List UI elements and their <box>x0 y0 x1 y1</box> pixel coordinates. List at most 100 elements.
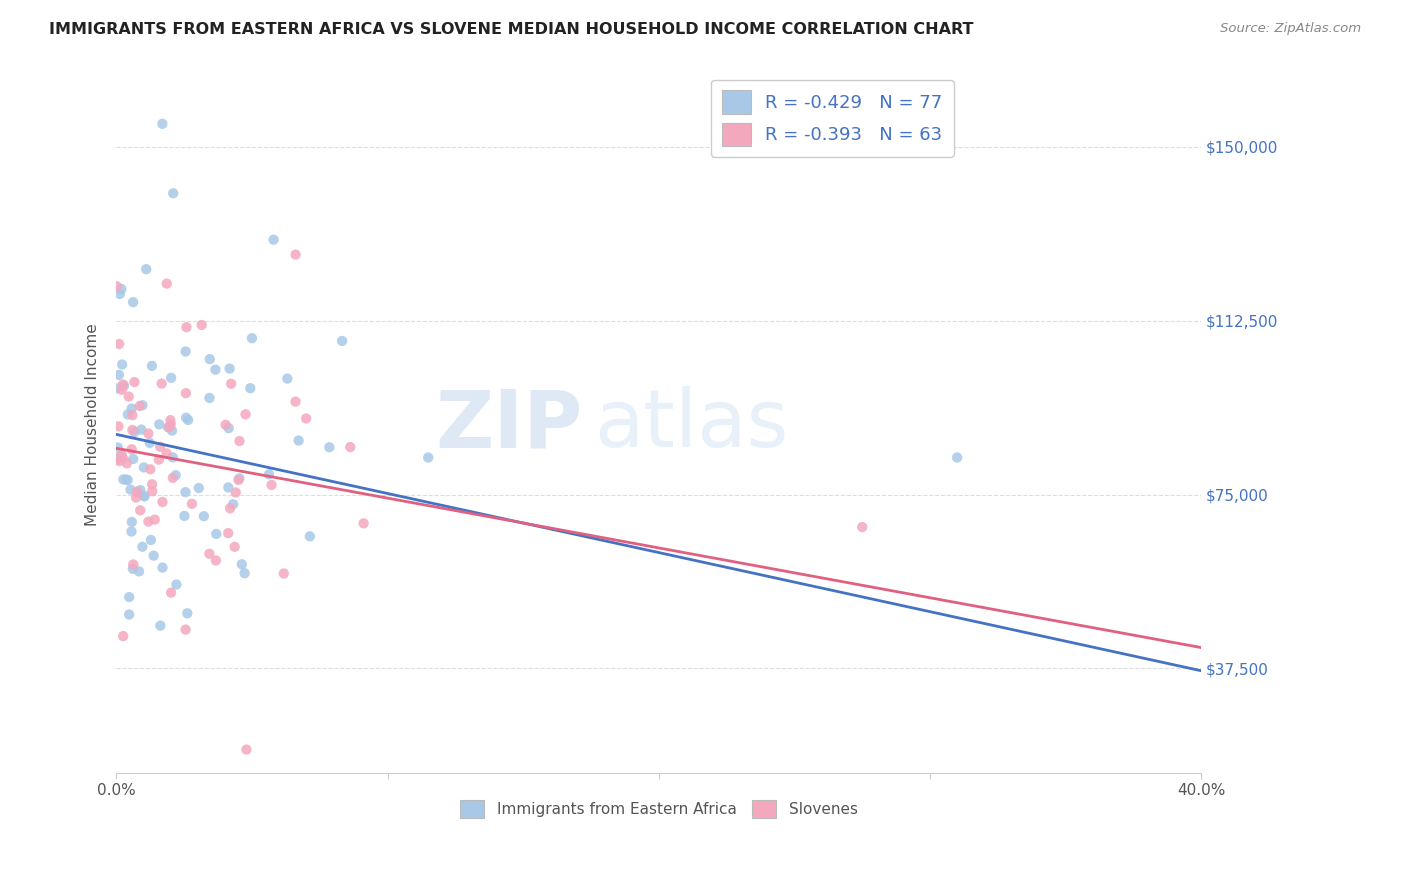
Point <box>193 509 215 524</box>
Text: ZIP: ZIP <box>436 386 583 464</box>
Point <box>214 417 236 432</box>
Point <box>276 371 298 385</box>
Point <box>152 495 174 509</box>
Point <box>162 471 184 485</box>
Point <box>174 485 197 500</box>
Point <box>240 331 263 345</box>
Point <box>298 529 321 543</box>
Point <box>205 553 228 567</box>
Point <box>121 401 143 416</box>
Point <box>222 497 245 511</box>
Point <box>111 377 134 392</box>
Point <box>128 399 150 413</box>
Point <box>118 607 141 622</box>
Point <box>946 450 969 465</box>
Point <box>112 629 135 643</box>
Point <box>160 371 183 385</box>
Point <box>121 524 143 539</box>
Point <box>330 334 353 348</box>
Point <box>150 117 173 131</box>
Point <box>139 436 162 450</box>
Point <box>131 398 153 412</box>
Point <box>134 489 156 503</box>
Point <box>233 566 256 581</box>
Point <box>198 352 221 367</box>
Point <box>141 484 163 499</box>
Point <box>108 454 131 468</box>
Point <box>174 623 197 637</box>
Point <box>225 485 247 500</box>
Point <box>219 376 242 391</box>
Point <box>122 452 145 467</box>
Point <box>128 565 150 579</box>
Point <box>112 378 135 392</box>
Point <box>156 446 179 460</box>
Point <box>287 434 309 448</box>
Point <box>160 424 183 438</box>
Point <box>132 489 155 503</box>
Point <box>257 467 280 482</box>
Point <box>121 423 143 437</box>
Point <box>108 287 131 301</box>
Point <box>190 318 212 332</box>
Point <box>138 426 160 441</box>
Point <box>124 375 146 389</box>
Point <box>115 456 138 470</box>
Point <box>143 513 166 527</box>
Point <box>139 533 162 547</box>
Point <box>217 480 239 494</box>
Point <box>152 560 174 574</box>
Point <box>125 491 148 505</box>
Point <box>224 540 246 554</box>
Point <box>139 462 162 476</box>
Point <box>129 483 152 497</box>
Point <box>318 440 340 454</box>
Point <box>235 742 257 756</box>
Point <box>284 394 307 409</box>
Point <box>111 448 134 462</box>
Point <box>121 442 143 457</box>
Point <box>162 186 184 201</box>
Point <box>105 452 128 467</box>
Point <box>181 497 204 511</box>
Legend: Immigrants from Eastern Africa, Slovenes: Immigrants from Eastern Africa, Slovenes <box>454 795 863 824</box>
Point <box>117 473 139 487</box>
Point <box>108 368 131 382</box>
Y-axis label: Median Household Income: Median Household Income <box>86 324 100 526</box>
Point <box>263 233 285 247</box>
Point <box>120 483 142 497</box>
Point <box>295 411 318 425</box>
Point <box>107 441 129 455</box>
Point <box>176 607 198 621</box>
Text: Source: ZipAtlas.com: Source: ZipAtlas.com <box>1220 22 1361 36</box>
Point <box>228 471 250 485</box>
Point <box>150 376 173 391</box>
Point <box>138 515 160 529</box>
Point <box>148 452 170 467</box>
Point <box>105 279 128 293</box>
Point <box>173 508 195 523</box>
Point <box>125 484 148 499</box>
Point <box>117 408 139 422</box>
Point <box>174 344 197 359</box>
Point <box>231 558 253 572</box>
Point <box>174 410 197 425</box>
Point <box>851 520 873 534</box>
Point <box>108 337 131 351</box>
Point <box>204 362 226 376</box>
Point <box>198 547 221 561</box>
Point <box>110 450 132 464</box>
Point <box>121 409 143 423</box>
Point <box>118 390 141 404</box>
Point <box>219 501 242 516</box>
Point <box>118 590 141 604</box>
Point <box>218 361 240 376</box>
Point <box>353 516 375 531</box>
Point <box>160 585 183 599</box>
Point <box>124 425 146 439</box>
Point <box>228 434 250 448</box>
Point <box>122 558 145 572</box>
Point <box>157 420 180 434</box>
Point <box>111 358 134 372</box>
Point <box>156 277 179 291</box>
